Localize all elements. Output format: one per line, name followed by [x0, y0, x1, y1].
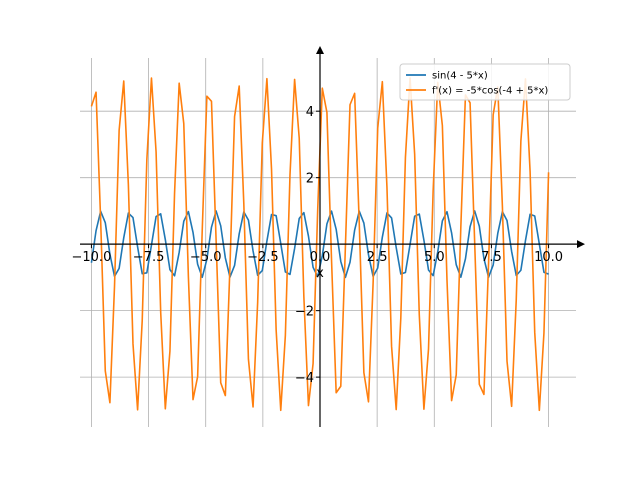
legend: sin(4 - 5*x) f'(x) = -5*cos(-4 + 5*x) — [399, 63, 571, 101]
x-tick-label-2: −5.0 — [190, 250, 222, 265]
y-tick-label-1: −2 — [295, 305, 314, 320]
x-tick-label-0: −10.0 — [72, 250, 112, 265]
y-tick-label-2: 2 — [306, 172, 314, 187]
x-tick-label-7: 7.5 — [481, 250, 502, 265]
axes — [80, 46, 585, 427]
y-tick-label-0: −4 — [295, 371, 314, 386]
y-tick-label-3: 4 — [306, 105, 314, 120]
y-axis-arrow — [316, 46, 324, 54]
x-axis-arrow — [577, 240, 585, 249]
x-tick-label-8: 10.0 — [534, 250, 563, 265]
x-tick-label-1: −7.5 — [133, 250, 165, 265]
x-axis-label: x — [316, 266, 324, 281]
legend-label-1: f'(x) = -5*cos(-4 + 5*x) — [432, 86, 548, 97]
x-tick-label-5: 2.5 — [367, 250, 388, 265]
legend-label-0: sin(4 - 5*x) — [432, 71, 488, 82]
legend-frame — [399, 63, 571, 101]
x-tick-label-3: −2.5 — [247, 250, 279, 265]
ticks: −10.0 −7.5 −5.0 −2.5 0.0 2.5 5.0 7.5 10.0 −4 −2 2 4 — [72, 105, 564, 386]
x-tick-label-4: 0.0 — [310, 250, 331, 265]
x-tick-label-6: 5.0 — [424, 250, 445, 265]
